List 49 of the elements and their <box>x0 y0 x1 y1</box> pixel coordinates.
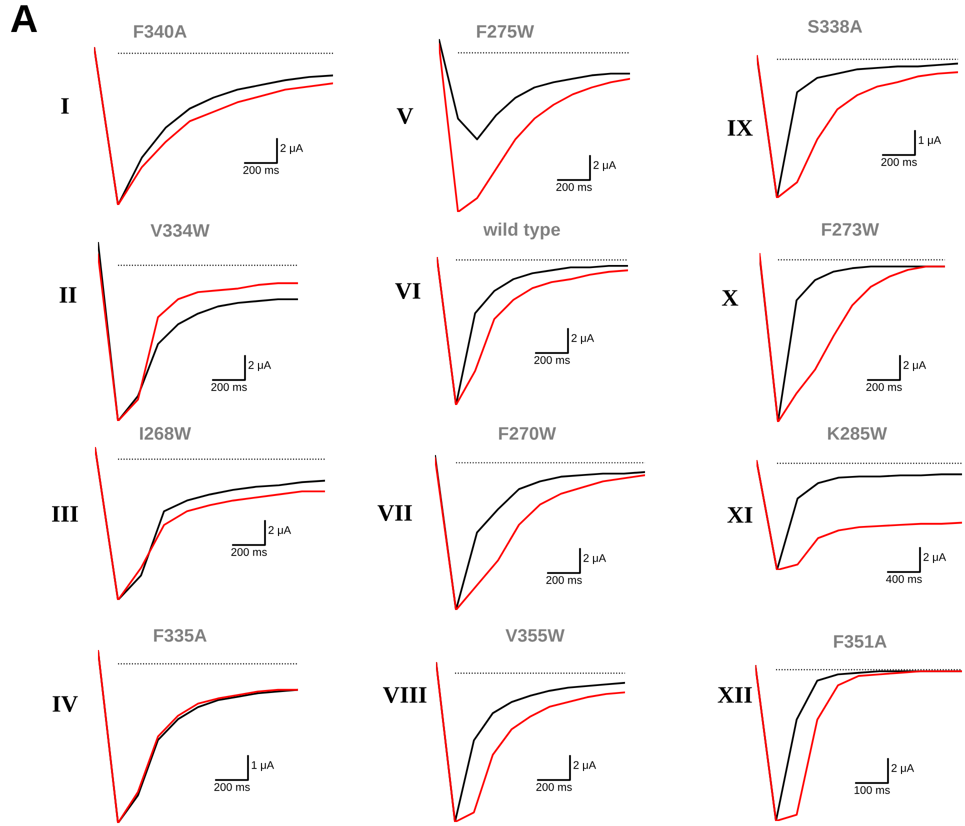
annotation: 2 μA <box>584 554 606 564</box>
annotation: 200 ms <box>243 166 279 174</box>
annotation: 2 μA <box>594 161 616 172</box>
text: 400 ms <box>886 575 922 583</box>
text: VIII <box>382 687 427 704</box>
annotation: 200 ms <box>231 548 267 556</box>
annotation: IX <box>728 120 753 136</box>
annotation: 1 μA <box>918 136 942 146</box>
annotation: 200 ms <box>546 576 582 584</box>
text: III <box>52 506 78 522</box>
annotation: 200 ms <box>556 183 592 191</box>
chart-title: V334W <box>150 224 210 237</box>
annotation: 2 μA <box>904 361 926 372</box>
chart-title: F273W <box>822 223 880 236</box>
annotation: 100 ms <box>854 786 890 794</box>
text: VII <box>378 505 412 522</box>
chart-title: V355W <box>506 629 565 642</box>
annotation: 2 μA <box>572 334 594 344</box>
annotation: 1 μA <box>252 761 274 772</box>
annotation: 200 ms <box>881 158 917 166</box>
text: IV <box>52 696 78 712</box>
text: A <box>10 5 38 32</box>
text: VI <box>395 283 420 300</box>
annotation: 200 ms <box>214 783 250 791</box>
chart-title: F340A <box>134 25 187 38</box>
chart-title: F351A <box>834 635 887 648</box>
chart-title: F270W <box>499 427 556 440</box>
annotation: 2 μA <box>268 526 292 536</box>
text: II <box>60 287 76 303</box>
annotation: 200 ms <box>536 783 572 791</box>
chart-title: I268W <box>140 427 192 440</box>
chart-title: K285W <box>828 427 888 440</box>
chart-title: F275W <box>477 25 534 38</box>
annotation: XII <box>718 687 752 703</box>
annotation: 2 μA <box>248 361 272 372</box>
annotation: 200 ms <box>534 356 570 364</box>
chart-title: S338A <box>808 20 862 33</box>
annotation: 2 μA <box>892 764 914 774</box>
chart-title: F335A <box>154 629 207 642</box>
annotation: 200 ms <box>866 383 902 391</box>
annotation: 2 μA <box>924 553 946 564</box>
chart-title: wild type <box>483 222 560 240</box>
annotation: XI <box>727 507 752 523</box>
annotation: 2 μA <box>280 144 304 154</box>
text: I <box>61 98 69 114</box>
text: V <box>396 108 414 124</box>
text: X <box>722 290 738 306</box>
annotation: 200 ms <box>211 383 247 391</box>
annotation: 2 μA <box>574 761 596 772</box>
